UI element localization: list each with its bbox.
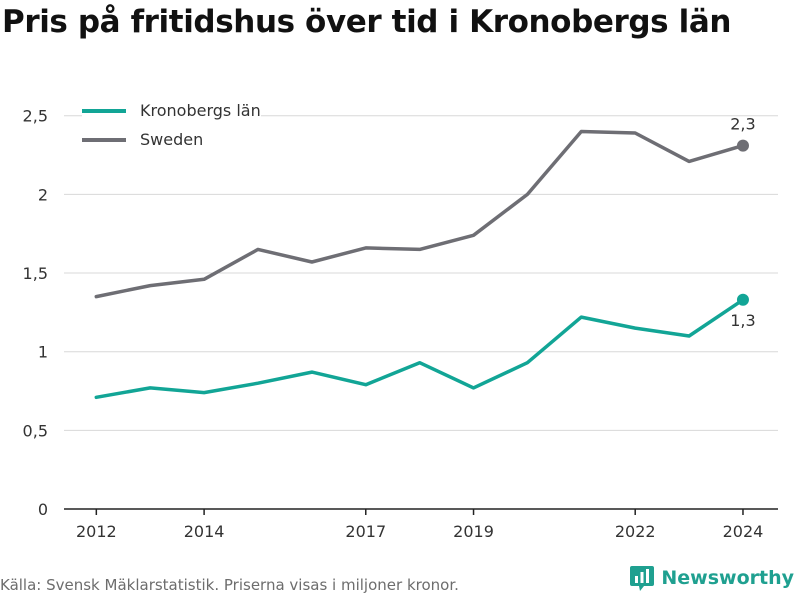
x-tick-label: 2014 xyxy=(184,522,225,541)
y-axis-ticks: 0 0,5 1 1,5 2 2,5 xyxy=(23,107,48,519)
end-point-marker xyxy=(736,293,749,306)
series-line xyxy=(94,129,745,299)
legend-item-sweden: Sweden xyxy=(82,125,261,154)
series-line xyxy=(94,298,745,400)
series-lines xyxy=(94,129,749,400)
legend-label-kronoberg: Kronobergs län xyxy=(140,101,261,120)
y-tick-label: 2,5 xyxy=(23,107,48,126)
legend-swatch-sweden xyxy=(82,137,126,142)
y-tick-label: 1,5 xyxy=(23,264,48,283)
newsworthy-logo-icon xyxy=(630,566,655,591)
x-tick-label: 2024 xyxy=(723,522,764,541)
y-tick-label: 1 xyxy=(38,343,48,362)
legend-label-sweden: Sweden xyxy=(140,130,204,149)
end-point-marker xyxy=(736,139,749,152)
legend-swatch-kronoberg xyxy=(82,108,126,113)
y-tick-label: 0,5 xyxy=(23,421,48,440)
x-tick-label: 2012 xyxy=(76,522,117,541)
source-note: Källa: Svensk Mäklarstatistik. Priserna … xyxy=(0,576,459,594)
brand-name: Newsworthy xyxy=(661,567,794,589)
legend: Kronobergs län Sweden xyxy=(82,96,261,154)
end-labels: 1,3 2,3 xyxy=(730,115,755,330)
x-tick-label: 2022 xyxy=(615,522,656,541)
x-tick-label: 2017 xyxy=(345,522,386,541)
page-title: Pris på fritidshus över tid i Kronobergs… xyxy=(2,4,732,40)
x-axis: 2012 2014 2017 2019 2022 2024 xyxy=(64,508,778,541)
y-tick-label: 0 xyxy=(38,500,48,519)
brand: Newsworthy xyxy=(629,564,794,592)
end-value-label: 2,3 xyxy=(730,115,755,134)
y-tick-label: 2 xyxy=(38,185,48,204)
legend-item-kronoberg: Kronobergs län xyxy=(82,96,261,125)
x-tick-label: 2019 xyxy=(453,522,494,541)
end-value-label: 1,3 xyxy=(730,311,755,330)
grid-lines xyxy=(64,115,778,431)
